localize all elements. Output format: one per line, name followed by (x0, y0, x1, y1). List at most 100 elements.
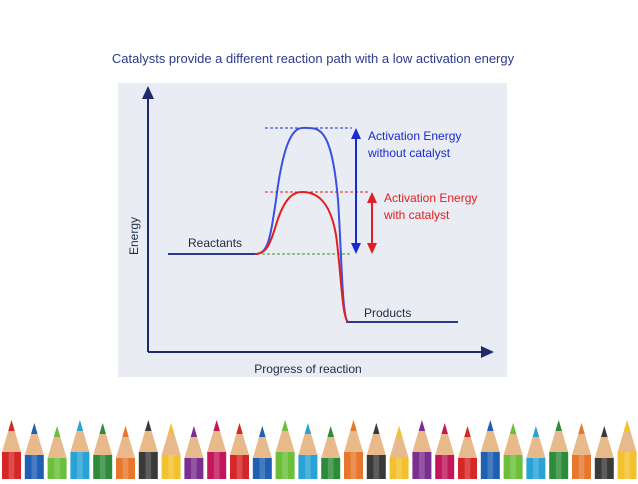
pencil (532, 426, 540, 437)
pencil (77, 452, 83, 479)
pencil (464, 458, 471, 479)
pencil (321, 426, 341, 458)
pencil (435, 423, 455, 455)
pencil (487, 420, 494, 431)
pencil (161, 423, 181, 455)
pencil (138, 452, 158, 479)
pencil (184, 426, 204, 458)
catalysed-curve (254, 190, 349, 323)
pencil (350, 452, 357, 479)
pencil (122, 458, 129, 479)
pencil (145, 452, 152, 479)
pencil (8, 452, 15, 479)
pencil (617, 452, 637, 479)
pencil (373, 423, 380, 434)
pencil (31, 455, 38, 479)
pencil (419, 452, 425, 479)
pencil (207, 420, 227, 452)
pencil (526, 426, 546, 458)
pencil (281, 420, 289, 431)
y-axis-label: Energy (127, 217, 141, 255)
pencil (601, 426, 608, 437)
pencil (441, 455, 448, 479)
pencil (207, 452, 227, 479)
pencil (601, 458, 608, 479)
pencil (509, 423, 517, 434)
pencil (259, 426, 266, 437)
diagram-panel (118, 83, 507, 377)
pencil (623, 420, 631, 431)
pencil (617, 420, 637, 452)
pencil (503, 455, 523, 479)
pencil (327, 458, 334, 479)
pencil (549, 420, 569, 452)
pencil (578, 455, 585, 479)
pencil (168, 455, 174, 479)
pencil (70, 420, 90, 452)
pencil (191, 458, 197, 479)
pencil (418, 420, 426, 431)
products-label: Products (364, 306, 411, 320)
red-arrow-head (367, 243, 377, 254)
pencil (526, 458, 546, 479)
pencil (555, 452, 562, 479)
pencil (389, 458, 409, 479)
pencil (99, 455, 106, 479)
catalysed-label: Activation Energy (384, 191, 477, 205)
pencil (252, 426, 272, 458)
pencil (366, 455, 386, 479)
pencil (480, 420, 500, 452)
pencil (366, 423, 386, 455)
pencil (167, 423, 175, 434)
pencil (99, 423, 106, 434)
pencil (122, 426, 129, 437)
pencil (555, 420, 562, 431)
pencil (344, 452, 363, 479)
pencil (138, 420, 158, 452)
pencil (275, 420, 295, 452)
pencil (464, 426, 471, 437)
pencil (435, 455, 455, 479)
pencil (24, 455, 44, 479)
red-arrow-head (367, 192, 377, 203)
pencil (624, 452, 630, 479)
pencil (412, 420, 432, 452)
pencil (76, 420, 84, 431)
pencil (53, 426, 61, 437)
pencil (2, 420, 21, 452)
pencil (389, 426, 409, 458)
y-axis-arrow (142, 86, 154, 99)
uncatalysed-label: Activation Energy (368, 129, 461, 143)
pencil (2, 452, 21, 479)
pencil (236, 455, 243, 479)
blue-arrow-head (351, 128, 361, 139)
pencil (305, 455, 311, 479)
pencil (47, 426, 67, 458)
pencil (304, 423, 312, 434)
pencil (503, 423, 523, 455)
pencil (8, 420, 15, 431)
pencil (441, 423, 448, 434)
pencil (213, 452, 220, 479)
pencil (70, 452, 90, 479)
pencil (230, 423, 249, 455)
pencil (230, 455, 249, 479)
pencil (373, 455, 380, 479)
pencil (298, 423, 318, 455)
pencil (327, 426, 334, 437)
pencil (344, 420, 363, 452)
pencil (47, 458, 67, 479)
pencil (252, 458, 272, 479)
pencil (510, 455, 516, 479)
pencil (275, 452, 295, 479)
pencil (161, 455, 181, 479)
pencil (458, 458, 477, 479)
uncatalysed-label: without catalyst (367, 146, 451, 160)
pencil (213, 420, 220, 431)
pencil (24, 423, 44, 455)
slide-title: Catalysts provide a different reaction p… (112, 51, 515, 66)
catalysed-label: with catalyst (383, 208, 450, 222)
pencil (54, 458, 60, 479)
